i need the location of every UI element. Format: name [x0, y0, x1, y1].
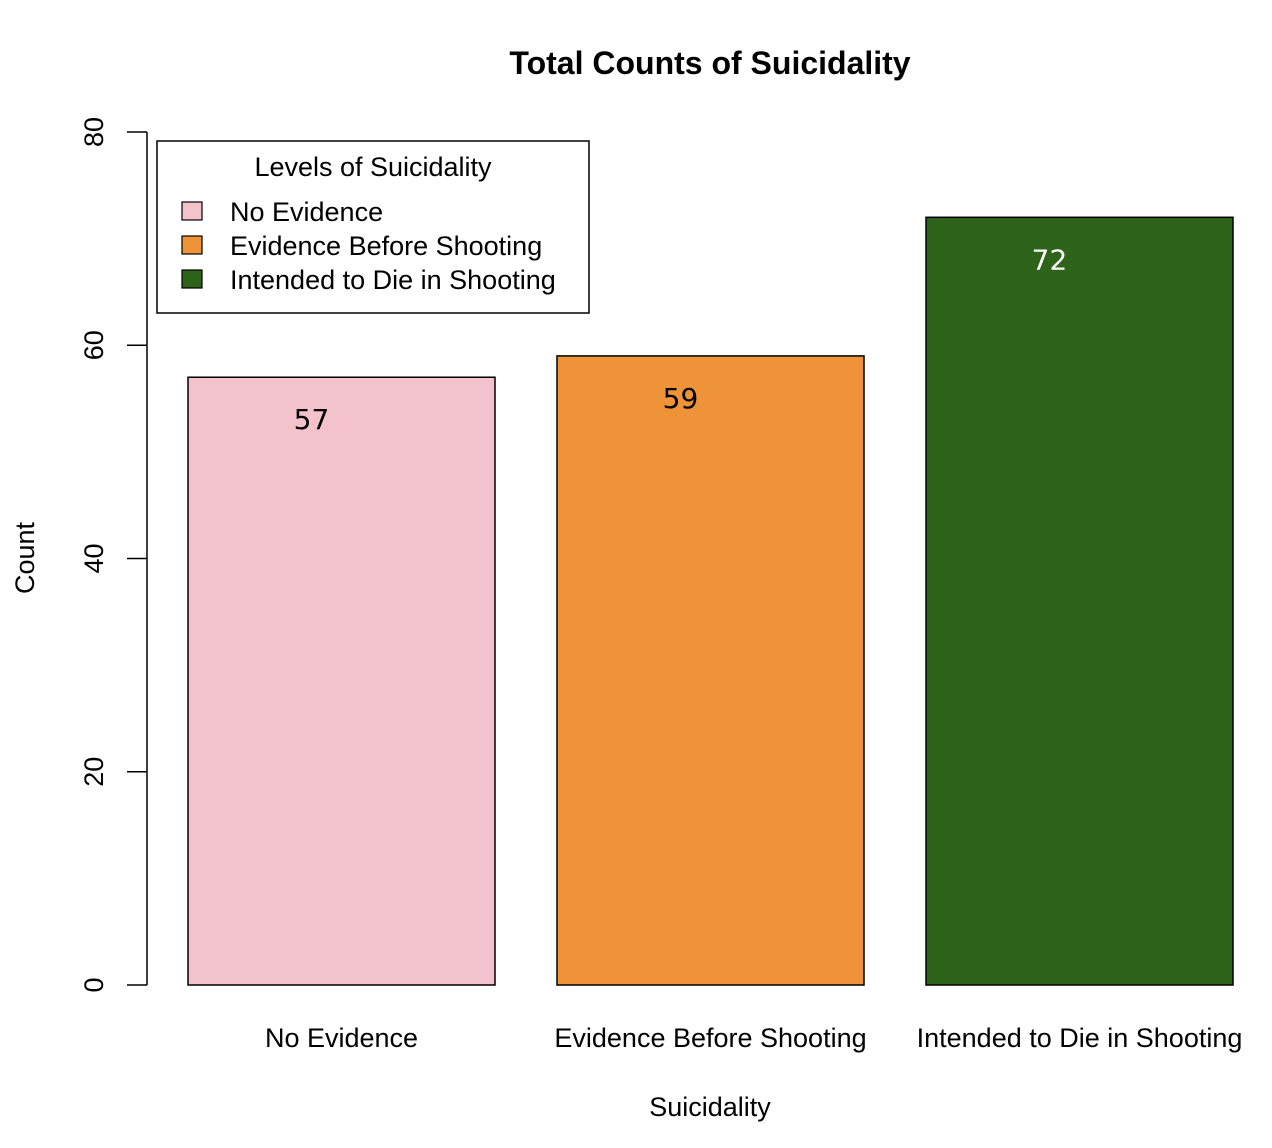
legend-swatch — [181, 269, 203, 289]
legend-title: Levels of Suicidality — [254, 152, 492, 182]
y-tick-label: 40 — [79, 543, 109, 573]
y-tick-label: 80 — [79, 117, 109, 147]
y-axis-title: Count — [10, 521, 40, 594]
legend-entry-label: Evidence Before Shooting — [230, 231, 542, 261]
bar — [556, 355, 865, 986]
legend-entry-label: Intended to Die in Shooting — [230, 265, 556, 295]
y-axis: 0 20 40 60 80 — [79, 117, 148, 993]
x-axis-title: Suicidality — [649, 1092, 771, 1122]
y-tick-label: 0 — [79, 977, 109, 992]
legend-entry-label: No Evidence — [230, 197, 383, 227]
y-tick-label: 20 — [79, 757, 109, 787]
legend-swatch — [181, 201, 203, 221]
x-category-label: Evidence Before Shooting — [554, 1023, 866, 1053]
x-category-label: Intended to Die in Shooting — [917, 1023, 1243, 1053]
bar-data-label: 59 — [663, 382, 699, 415]
bar-data-label: 72 — [1032, 243, 1068, 276]
x-category-label: No Evidence — [265, 1023, 418, 1053]
bar — [925, 216, 1234, 986]
bars: 57 59 72 — [187, 216, 1234, 986]
chart-title: Total Counts of Suicidality — [509, 45, 910, 81]
y-tick-label: 60 — [79, 330, 109, 360]
legend: Levels of Suicidality No Evidence Evidenc… — [156, 140, 590, 314]
category-labels: No Evidence Evidence Before Shooting Inten… — [265, 1023, 1242, 1053]
bar — [187, 376, 496, 986]
legend-swatch — [181, 235, 203, 255]
bar-data-label: 57 — [294, 403, 330, 436]
legend-entries: No Evidence Evidence Before Shooting Inten… — [181, 197, 556, 295]
legend-box — [156, 140, 590, 314]
